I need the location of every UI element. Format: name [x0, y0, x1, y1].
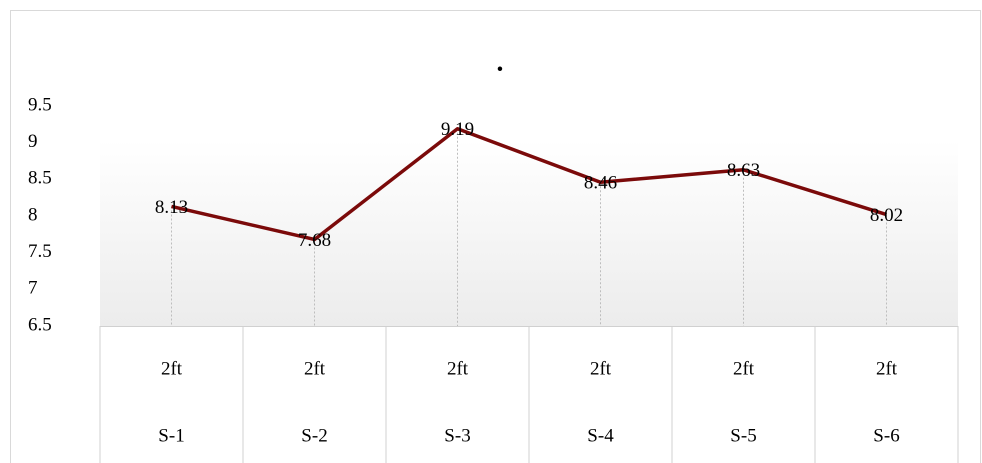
x-tick-label: 2ft — [590, 358, 612, 379]
plot-background — [100, 140, 958, 326]
y-tick-label: 7 — [28, 278, 38, 299]
x-tick-label: 2ft — [876, 358, 898, 379]
series-line — [171, 126, 888, 242]
y-tick-label: 6.5 — [28, 314, 52, 335]
x-tick-label: 2ft — [304, 358, 326, 379]
y-tick-label: 8.5 — [28, 168, 52, 189]
data-label: 7.68 — [298, 230, 331, 251]
annotation: • — [497, 59, 504, 80]
x-group-label: S-4 — [587, 425, 614, 446]
y-tick-label: 9 — [28, 131, 38, 152]
x-tick-label: 2ft — [161, 358, 183, 379]
y-tick-label: 7.5 — [28, 241, 52, 262]
data-label: 8.02 — [870, 205, 903, 226]
x-tick-label: 2ft — [447, 358, 469, 379]
x-group-label: S-3 — [444, 425, 470, 446]
x-group-label: S-1 — [158, 425, 184, 446]
data-label: 8.46 — [584, 173, 617, 194]
x-group-label: S-2 — [301, 425, 327, 446]
data-label: 8.13 — [155, 197, 188, 218]
data-label: 9.19 — [441, 119, 474, 140]
y-tick-label: 9.5 — [28, 94, 52, 115]
chart-border — [10, 10, 981, 463]
x-group-label: S-6 — [873, 425, 899, 446]
x-tick-label: 2ft — [733, 358, 755, 379]
x-group-label: S-5 — [730, 425, 756, 446]
y-tick-label: 8 — [28, 204, 38, 225]
data-label: 8.63 — [727, 160, 760, 181]
